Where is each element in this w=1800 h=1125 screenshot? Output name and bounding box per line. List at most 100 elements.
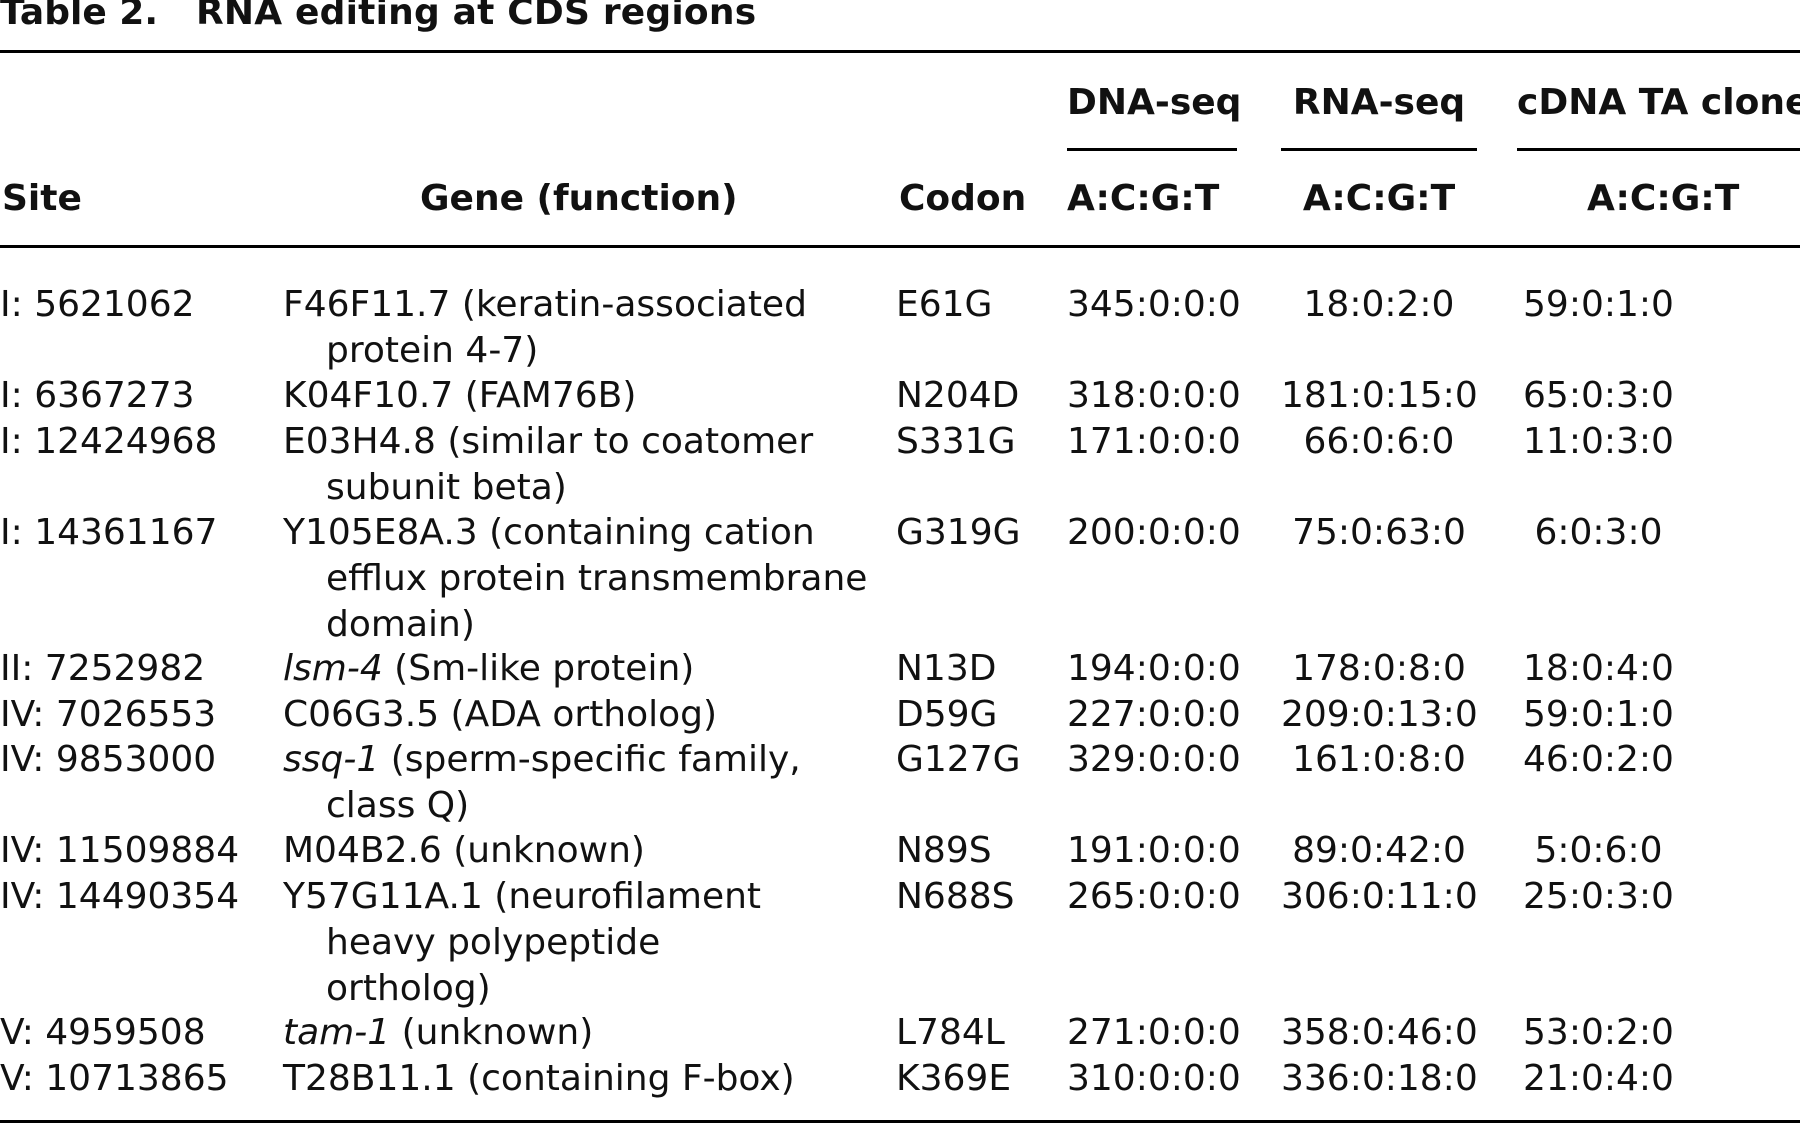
codon-cell: D59G bbox=[896, 693, 998, 735]
gene-text: (sperm-specific family, bbox=[379, 739, 801, 780]
rna-count-cell: 306:0:11:0 bbox=[1281, 875, 1478, 917]
codon-cell: L784L bbox=[896, 1012, 1005, 1053]
dna-count-cell: 194:0:0:0 bbox=[1067, 648, 1241, 689]
gene-cell: K04F10.7 (FAM76B) bbox=[283, 373, 903, 419]
group-underline-cdna-ta-clone bbox=[1517, 148, 1800, 151]
codon-cell: S331G bbox=[896, 420, 1016, 462]
rna-count-cell: 75:0:63:0 bbox=[1292, 511, 1466, 553]
gene-text: efflux protein transmembrane bbox=[326, 557, 868, 599]
dna-count-cell: 310:0:0:0 bbox=[1067, 1057, 1241, 1099]
gene-text: heavy polypeptide bbox=[326, 921, 661, 963]
cdna-count-cell: 18:0:4:0 bbox=[1523, 648, 1674, 689]
codon-cell: G319G bbox=[896, 511, 1021, 553]
site-cell: I: 5621062 bbox=[0, 284, 195, 325]
column-header-codon: Codon bbox=[899, 178, 1027, 219]
gene-text: M04B2.6 (unknown) bbox=[283, 830, 645, 871]
gene-text: domain) bbox=[326, 603, 475, 645]
gene-line: Y105E8A.3 (containing cation bbox=[283, 510, 903, 556]
gene-text: Y105E8A.3 (containing cation bbox=[283, 511, 815, 553]
codon-cell: G127G bbox=[896, 739, 1021, 780]
bottom-rule bbox=[0, 1120, 1800, 1123]
table-title: RNA editing at CDS regions bbox=[196, 0, 757, 33]
gene-line: F46F11.7 (keratin-associated bbox=[283, 282, 903, 328]
rna-count-cell: 209:0:13:0 bbox=[1281, 693, 1478, 735]
cdna-count-cell: 11:0:3:0 bbox=[1523, 420, 1674, 462]
codon-cell: N204D bbox=[896, 375, 1020, 416]
gene-text: (unknown) bbox=[390, 1012, 594, 1053]
rna-count-cell: 66:0:6:0 bbox=[1303, 420, 1455, 462]
cdna-count-cell: 59:0:1:0 bbox=[1523, 693, 1674, 735]
site-cell: IV: 9853000 bbox=[0, 739, 217, 780]
cdna-count-cell: 53:0:2:0 bbox=[1523, 1012, 1674, 1053]
gene-cell: F46F11.7 (keratin-associated protein 4-7) bbox=[283, 282, 903, 374]
group-header-cdna-ta-clone: cDNA TA clone bbox=[1517, 82, 1800, 123]
gene-line: M04B2.6 (unknown) bbox=[283, 828, 903, 874]
gene-line: protein 4-7) bbox=[283, 328, 903, 374]
dna-count-cell: 265:0:0:0 bbox=[1067, 875, 1241, 917]
dna-count-cell: 329:0:0:0 bbox=[1067, 739, 1241, 780]
gene-name-italic: lsm-4 bbox=[283, 648, 383, 689]
gene-line: tam-1 (unknown) bbox=[283, 1010, 903, 1056]
gene-line: T28B11.1 (containing F-box) bbox=[283, 1056, 903, 1102]
gene-line: ortholog) bbox=[283, 966, 903, 1012]
column-header-dna: A:C:G:T bbox=[1067, 178, 1220, 219]
cdna-count-cell: 25:0:3:0 bbox=[1523, 875, 1674, 917]
dna-count-cell: 227:0:0:0 bbox=[1067, 693, 1241, 735]
gene-text: K04F10.7 (FAM76B) bbox=[283, 375, 637, 416]
rna-count-cell: 18:0:2:0 bbox=[1303, 284, 1455, 325]
cdna-count-cell: 6:0:3:0 bbox=[1534, 511, 1663, 553]
rna-count-cell: 358:0:46:0 bbox=[1281, 1012, 1478, 1053]
codon-cell: K369E bbox=[896, 1057, 1012, 1099]
gene-text: Y57G11A.1 (neurofilament bbox=[283, 875, 762, 917]
site-cell: I: 6367273 bbox=[0, 375, 195, 416]
gene-text: E03H4.8 (similar to coatomer bbox=[283, 420, 814, 462]
cdna-count-cell: 65:0:3:0 bbox=[1523, 375, 1674, 416]
gene-line: ssq-1 (sperm-specific family, bbox=[283, 737, 903, 783]
site-cell: IV: 14490354 bbox=[0, 875, 240, 917]
dna-count-cell: 271:0:0:0 bbox=[1067, 1012, 1241, 1053]
gene-cell: M04B2.6 (unknown) bbox=[283, 828, 903, 874]
gene-line: class Q) bbox=[283, 783, 903, 829]
cdna-count-cell: 59:0:1:0 bbox=[1523, 284, 1674, 325]
site-cell: IV: 7026553 bbox=[0, 693, 217, 735]
column-header-cdna: A:C:G:T bbox=[1587, 178, 1740, 219]
gene-text: class Q) bbox=[326, 785, 470, 826]
top-rule bbox=[0, 50, 1800, 53]
rna-count-cell: 161:0:8:0 bbox=[1292, 739, 1466, 780]
gene-cell: C06G3.5 (ADA ortholog) bbox=[283, 692, 903, 738]
gene-line: efflux protein transmembrane bbox=[283, 556, 903, 602]
gene-cell: T28B11.1 (containing F-box) bbox=[283, 1056, 903, 1102]
column-header-gene: Gene (function) bbox=[420, 178, 738, 219]
gene-line: K04F10.7 (FAM76B) bbox=[283, 373, 903, 419]
gene-name-italic: ssq-1 bbox=[283, 739, 380, 780]
gene-text: F46F11.7 (keratin-associated bbox=[283, 284, 807, 325]
gene-line: C06G3.5 (ADA ortholog) bbox=[283, 692, 903, 738]
cdna-count-cell: 21:0:4:0 bbox=[1523, 1057, 1674, 1099]
gene-text: protein 4-7) bbox=[326, 330, 539, 371]
rna-count-cell: 181:0:15:0 bbox=[1281, 375, 1478, 416]
gene-line: heavy polypeptide bbox=[283, 920, 903, 966]
gene-cell: Y105E8A.3 (containing cation efflux prote… bbox=[283, 510, 903, 648]
gene-line: subunit beta) bbox=[283, 465, 903, 511]
site-cell: V: 4959508 bbox=[0, 1012, 206, 1053]
site-cell: I: 14361167 bbox=[0, 511, 218, 553]
codon-cell: N89S bbox=[896, 830, 992, 871]
cdna-count-cell: 5:0:6:0 bbox=[1534, 830, 1663, 871]
dna-count-cell: 200:0:0:0 bbox=[1067, 511, 1241, 553]
group-underline-rna-seq bbox=[1281, 148, 1477, 151]
column-header-site: Site bbox=[2, 178, 82, 219]
gene-line: domain) bbox=[283, 602, 903, 648]
dna-count-cell: 318:0:0:0 bbox=[1067, 375, 1241, 416]
column-header-rna: A:C:G:T bbox=[1302, 178, 1456, 219]
gene-text: subunit beta) bbox=[326, 466, 567, 508]
site-cell: V: 10713865 bbox=[0, 1057, 229, 1099]
codon-cell: E61G bbox=[896, 284, 993, 325]
cdna-count-cell: 46:0:2:0 bbox=[1523, 739, 1674, 780]
gene-cell: lsm-4 (Sm-like protein) bbox=[283, 646, 903, 692]
gene-text: T28B11.1 (containing F-box) bbox=[283, 1057, 795, 1099]
gene-cell: E03H4.8 (similar to coatomer subunit beta… bbox=[283, 419, 903, 511]
site-cell: II: 7252982 bbox=[0, 648, 206, 689]
gene-line: Y57G11A.1 (neurofilament bbox=[283, 874, 903, 920]
gene-line: lsm-4 (Sm-like protein) bbox=[283, 646, 903, 692]
site-cell: IV: 11509884 bbox=[0, 830, 240, 871]
